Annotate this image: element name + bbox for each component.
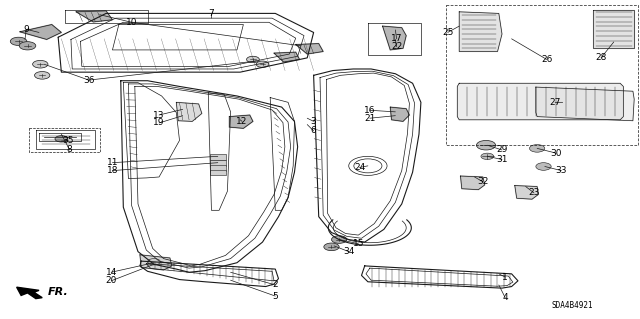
Text: 15: 15 — [353, 239, 364, 248]
Text: 34: 34 — [343, 247, 355, 256]
Text: 6: 6 — [311, 126, 317, 135]
Text: 26: 26 — [541, 55, 552, 64]
Polygon shape — [140, 255, 172, 270]
Text: 28: 28 — [595, 53, 607, 62]
Text: FR.: FR. — [47, 287, 68, 297]
Polygon shape — [383, 26, 406, 50]
Circle shape — [476, 140, 495, 150]
Bar — [210, 160, 226, 166]
Circle shape — [19, 42, 36, 50]
Text: SDA4B4921: SDA4B4921 — [552, 301, 593, 310]
Text: 32: 32 — [477, 177, 488, 186]
Text: 30: 30 — [550, 149, 562, 158]
Polygon shape — [458, 83, 623, 120]
Text: 20: 20 — [106, 276, 117, 285]
Text: 5: 5 — [273, 292, 278, 300]
Text: 12: 12 — [236, 117, 248, 126]
Circle shape — [481, 153, 493, 160]
Text: 23: 23 — [528, 188, 540, 197]
Polygon shape — [390, 107, 410, 122]
Polygon shape — [460, 12, 502, 51]
Circle shape — [536, 163, 551, 170]
Text: 35: 35 — [63, 136, 74, 145]
Circle shape — [10, 37, 27, 46]
Circle shape — [256, 61, 269, 67]
Text: 9: 9 — [24, 25, 29, 34]
Circle shape — [35, 71, 50, 79]
Polygon shape — [20, 25, 61, 40]
Polygon shape — [536, 87, 634, 121]
Circle shape — [246, 56, 259, 63]
Bar — [210, 154, 226, 160]
Text: 13: 13 — [154, 111, 165, 120]
Text: 4: 4 — [502, 293, 508, 302]
Polygon shape — [461, 176, 484, 190]
Text: 1: 1 — [502, 272, 508, 281]
Text: 36: 36 — [83, 76, 95, 85]
Text: 10: 10 — [126, 19, 138, 27]
Polygon shape — [229, 115, 253, 128]
Text: 27: 27 — [549, 98, 561, 107]
Circle shape — [324, 243, 339, 251]
Text: 7: 7 — [209, 9, 214, 18]
Text: 31: 31 — [496, 155, 508, 164]
Bar — [210, 165, 226, 171]
Text: 19: 19 — [154, 118, 165, 128]
Text: 24: 24 — [354, 163, 365, 172]
Text: 8: 8 — [67, 145, 72, 154]
Text: 22: 22 — [391, 42, 403, 51]
Bar — [210, 170, 226, 175]
Circle shape — [529, 145, 545, 152]
Polygon shape — [17, 287, 42, 299]
Polygon shape — [515, 186, 538, 199]
Polygon shape — [76, 11, 113, 22]
Text: 14: 14 — [106, 268, 117, 277]
Text: 3: 3 — [311, 117, 317, 126]
Text: 18: 18 — [107, 166, 118, 175]
Circle shape — [33, 60, 48, 68]
Text: 25: 25 — [442, 28, 453, 37]
Text: 21: 21 — [364, 114, 376, 123]
Polygon shape — [593, 10, 634, 48]
Text: 11: 11 — [107, 158, 118, 167]
Text: 2: 2 — [273, 280, 278, 289]
Text: 33: 33 — [556, 166, 567, 175]
Text: 16: 16 — [364, 106, 376, 115]
Text: 17: 17 — [391, 34, 403, 43]
Polygon shape — [296, 44, 323, 54]
Polygon shape — [274, 52, 300, 62]
Circle shape — [55, 136, 68, 142]
Text: 29: 29 — [496, 145, 508, 154]
Polygon shape — [176, 102, 202, 122]
Circle shape — [332, 236, 347, 243]
Circle shape — [148, 259, 161, 265]
